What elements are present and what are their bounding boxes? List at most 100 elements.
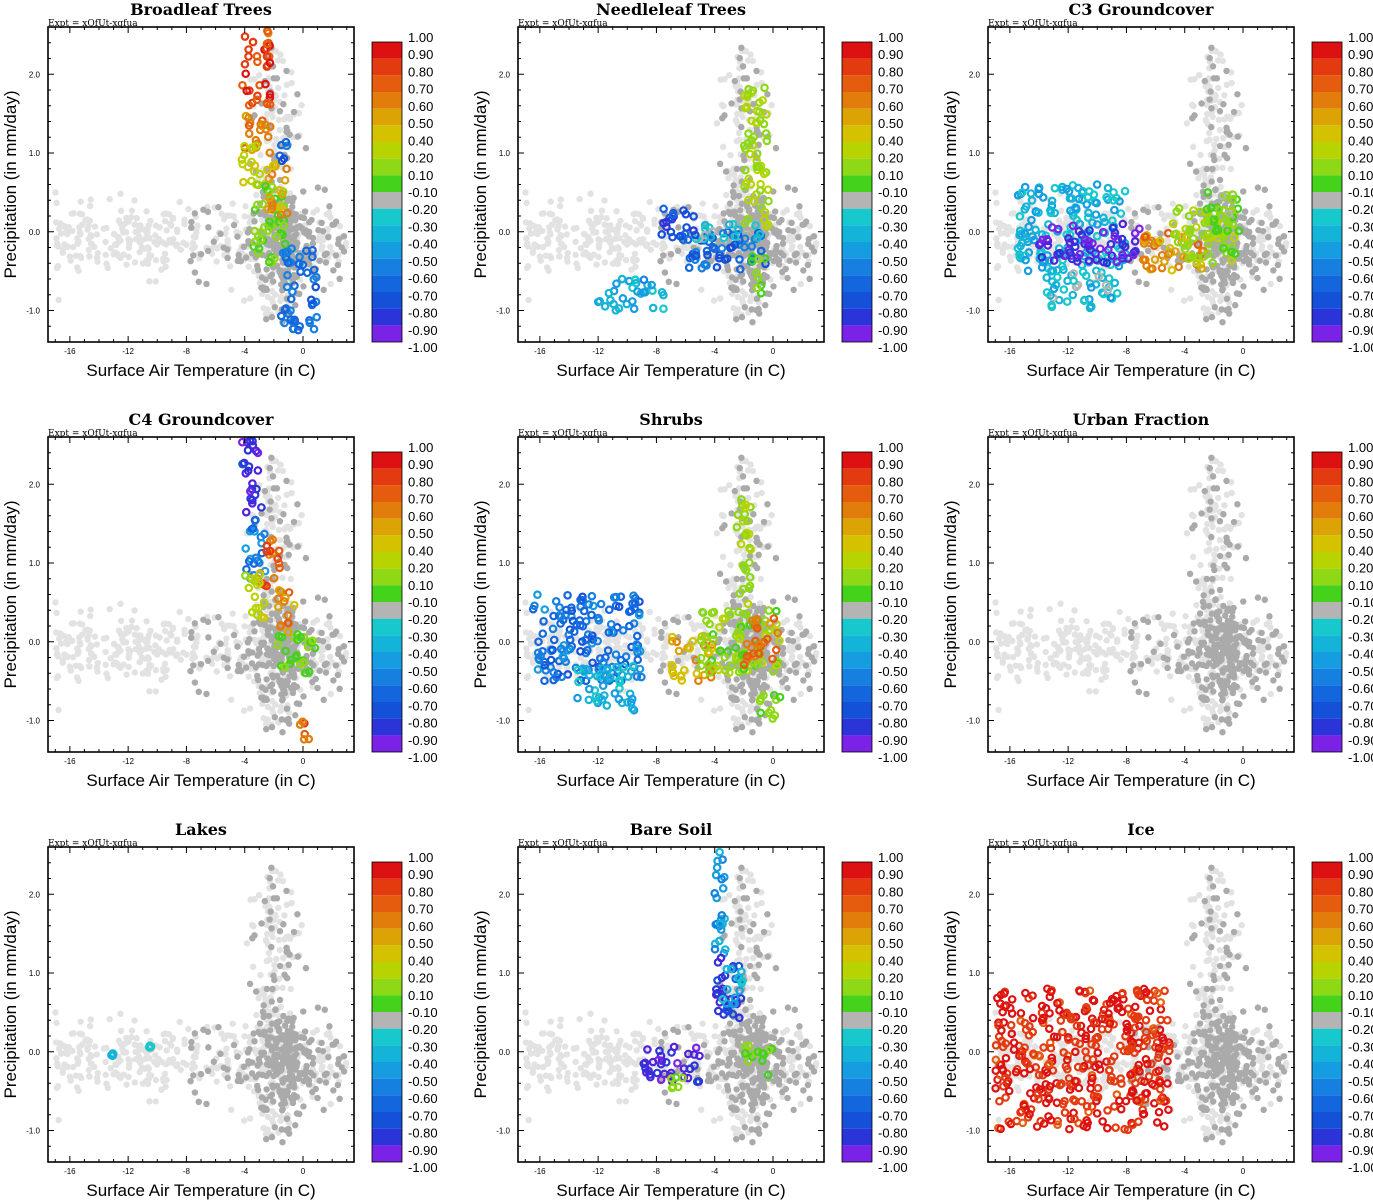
- background-point: [160, 621, 167, 628]
- data-point: [703, 250, 712, 260]
- data-point: [309, 265, 319, 275]
- background-point: [1256, 257, 1263, 264]
- background-point: [59, 656, 67, 663]
- colorbar-swatch: [842, 108, 872, 126]
- background-point: [722, 168, 730, 175]
- data-point: [1184, 211, 1194, 221]
- background-point: [791, 186, 798, 193]
- background-point: [66, 663, 74, 670]
- background-point: [279, 574, 286, 582]
- data-point: [681, 209, 691, 219]
- colorbar-swatch: [842, 75, 872, 92]
- background-point: [1200, 286, 1208, 293]
- background-point: [87, 196, 94, 203]
- background-point: [327, 280, 334, 288]
- colorbar-swatch: [842, 92, 872, 109]
- background-point: [174, 228, 181, 235]
- background-point: [266, 242, 273, 249]
- background-point: [271, 141, 278, 149]
- background-point: [183, 651, 190, 658]
- colorbar-swatch: [1312, 325, 1342, 342]
- background-point: [720, 210, 727, 217]
- background-point: [995, 296, 1002, 304]
- background-point: [251, 112, 258, 119]
- background-point: [102, 661, 109, 669]
- background-point: [263, 511, 270, 518]
- background-point: [1180, 297, 1188, 304]
- background-point: [996, 220, 1004, 227]
- data-point: [264, 193, 274, 203]
- background-point: [117, 207, 125, 215]
- background-point: [730, 305, 737, 312]
- background-point: [281, 502, 288, 509]
- background-point: [1238, 101, 1245, 109]
- data-point: [1075, 249, 1085, 259]
- background-point: [629, 239, 636, 246]
- background-point: [782, 265, 789, 273]
- background-point: [226, 263, 234, 270]
- data-point: [1042, 273, 1051, 282]
- background-point: [1223, 67, 1230, 75]
- data-point: [1084, 237, 1093, 246]
- background-point: [717, 76, 724, 83]
- background-point: [810, 233, 818, 240]
- data-point: [1169, 230, 1179, 239]
- background-point: [788, 219, 795, 227]
- data-point: [254, 244, 264, 253]
- colorbar-label: 0.40: [878, 133, 903, 148]
- colorbar-label: 0.80: [1348, 64, 1373, 79]
- data-point: [1067, 254, 1077, 264]
- background-point: [790, 236, 797, 243]
- data-point: [1068, 221, 1078, 231]
- data-point: [250, 161, 260, 170]
- background-point: [1208, 105, 1215, 112]
- colorbar-label: -0.80: [1348, 306, 1373, 321]
- background-point: [274, 467, 282, 474]
- background-point: [728, 100, 735, 107]
- background-point: [555, 246, 563, 254]
- data-point: [282, 247, 292, 257]
- background-point: [83, 216, 91, 223]
- background-point: [340, 233, 348, 240]
- background-point: [723, 191, 730, 199]
- background-point: [732, 176, 739, 184]
- data-point: [744, 174, 753, 184]
- background-point: [1209, 63, 1217, 70]
- background-point: [1241, 208, 1249, 215]
- background-point: [1206, 54, 1213, 62]
- background-point: [1211, 91, 1219, 99]
- data-point: [1203, 229, 1213, 239]
- data-point: [1110, 205, 1119, 215]
- data-point: [1015, 212, 1025, 221]
- background-point: [1061, 220, 1069, 227]
- background-point: [281, 92, 288, 99]
- background-point: [326, 653, 334, 661]
- data-point: [753, 233, 762, 243]
- background-point: [1217, 51, 1224, 58]
- background-point: [609, 260, 617, 267]
- colorbar-label: -0.60: [878, 271, 908, 286]
- background-point: [86, 662, 93, 670]
- data-point: [305, 318, 315, 328]
- data-point: [289, 324, 299, 334]
- colorbar-label: 0.50: [408, 116, 433, 131]
- data-point: [1083, 213, 1093, 222]
- background-point: [731, 171, 738, 179]
- colorbar-label: 0.90: [878, 47, 903, 62]
- background-point: [334, 261, 342, 269]
- background-point: [1210, 152, 1217, 159]
- background-point: [286, 115, 294, 122]
- background-point: [1185, 263, 1192, 270]
- background-point: [191, 243, 199, 251]
- background-point: [1276, 222, 1284, 230]
- data-point: [1067, 194, 1077, 203]
- data-point: [265, 148, 275, 158]
- background-point: [181, 630, 188, 638]
- colorbar-swatch: [372, 225, 402, 242]
- data-point: [264, 257, 274, 267]
- data-point: [712, 262, 722, 272]
- background-point: [336, 275, 343, 283]
- data-point: [730, 240, 740, 249]
- background-point: [243, 254, 250, 261]
- background-point: [197, 250, 205, 258]
